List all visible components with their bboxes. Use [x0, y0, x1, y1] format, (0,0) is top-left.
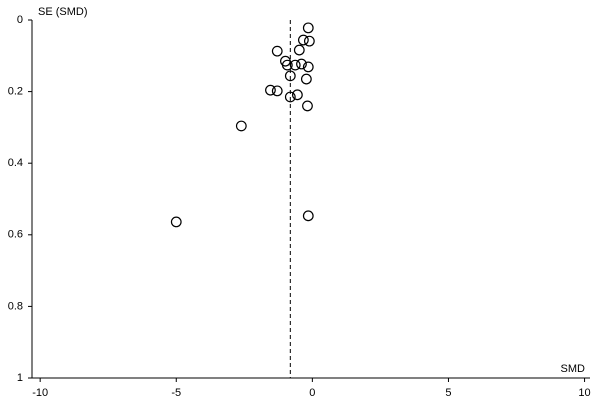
point [300, 73, 312, 85]
point [170, 216, 182, 228]
y-axis-label: SE (SMD) [38, 6, 88, 18]
y-tick-label: 0.8 [8, 300, 23, 312]
y-tick-label: 0.4 [8, 157, 23, 169]
point [302, 100, 313, 112]
point [302, 210, 314, 222]
point [302, 22, 314, 34]
point [271, 45, 283, 57]
y-tick-label: 0.6 [8, 229, 23, 241]
point [284, 91, 296, 103]
point [289, 59, 301, 71]
y-tick-label: 1 [17, 372, 23, 384]
y-tick-label: 0.2 [8, 86, 23, 98]
point [271, 85, 283, 97]
point [303, 35, 315, 47]
point [293, 44, 305, 56]
x-tick-label: 5 [445, 387, 451, 399]
x-tick-label: -10 [32, 387, 48, 399]
y-tick-label: 0 [17, 14, 23, 26]
point [284, 70, 296, 82]
point [296, 58, 307, 70]
x-tick-label: -5 [171, 387, 181, 399]
point [235, 120, 247, 132]
x-tick-label: 10 [578, 387, 590, 399]
x-tick-label: 0 [309, 387, 315, 399]
point [265, 84, 276, 96]
point [281, 59, 293, 71]
point [297, 34, 309, 46]
point [291, 89, 303, 101]
x-axis-label: SMD [561, 363, 586, 375]
point [302, 61, 314, 73]
